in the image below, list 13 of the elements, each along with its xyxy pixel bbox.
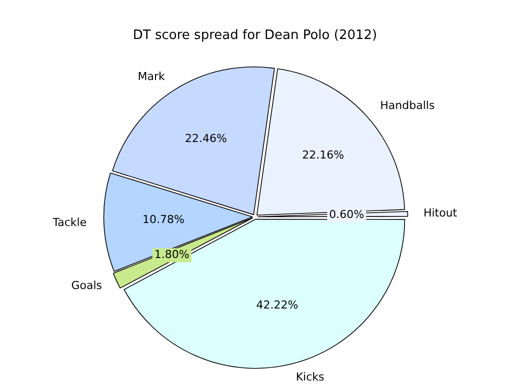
slice-label: Kicks bbox=[296, 370, 325, 384]
slice-label: Handballs bbox=[380, 98, 435, 112]
slice-label: Goals bbox=[71, 279, 102, 292]
slice-label: Hitout bbox=[423, 206, 458, 220]
data-label: 42.22% bbox=[256, 298, 298, 312]
data-label: 0.60% bbox=[329, 208, 364, 221]
data-label: 10.78% bbox=[142, 213, 184, 226]
chart-title: DT score spread for Dean Polo (2012) bbox=[132, 28, 378, 44]
data-label: 22.16% bbox=[302, 148, 344, 162]
slice-label: Tackle bbox=[52, 216, 87, 229]
slice-label: Mark bbox=[138, 70, 166, 83]
data-label: 1.80% bbox=[154, 248, 190, 262]
data-label: 22.46% bbox=[185, 132, 227, 146]
